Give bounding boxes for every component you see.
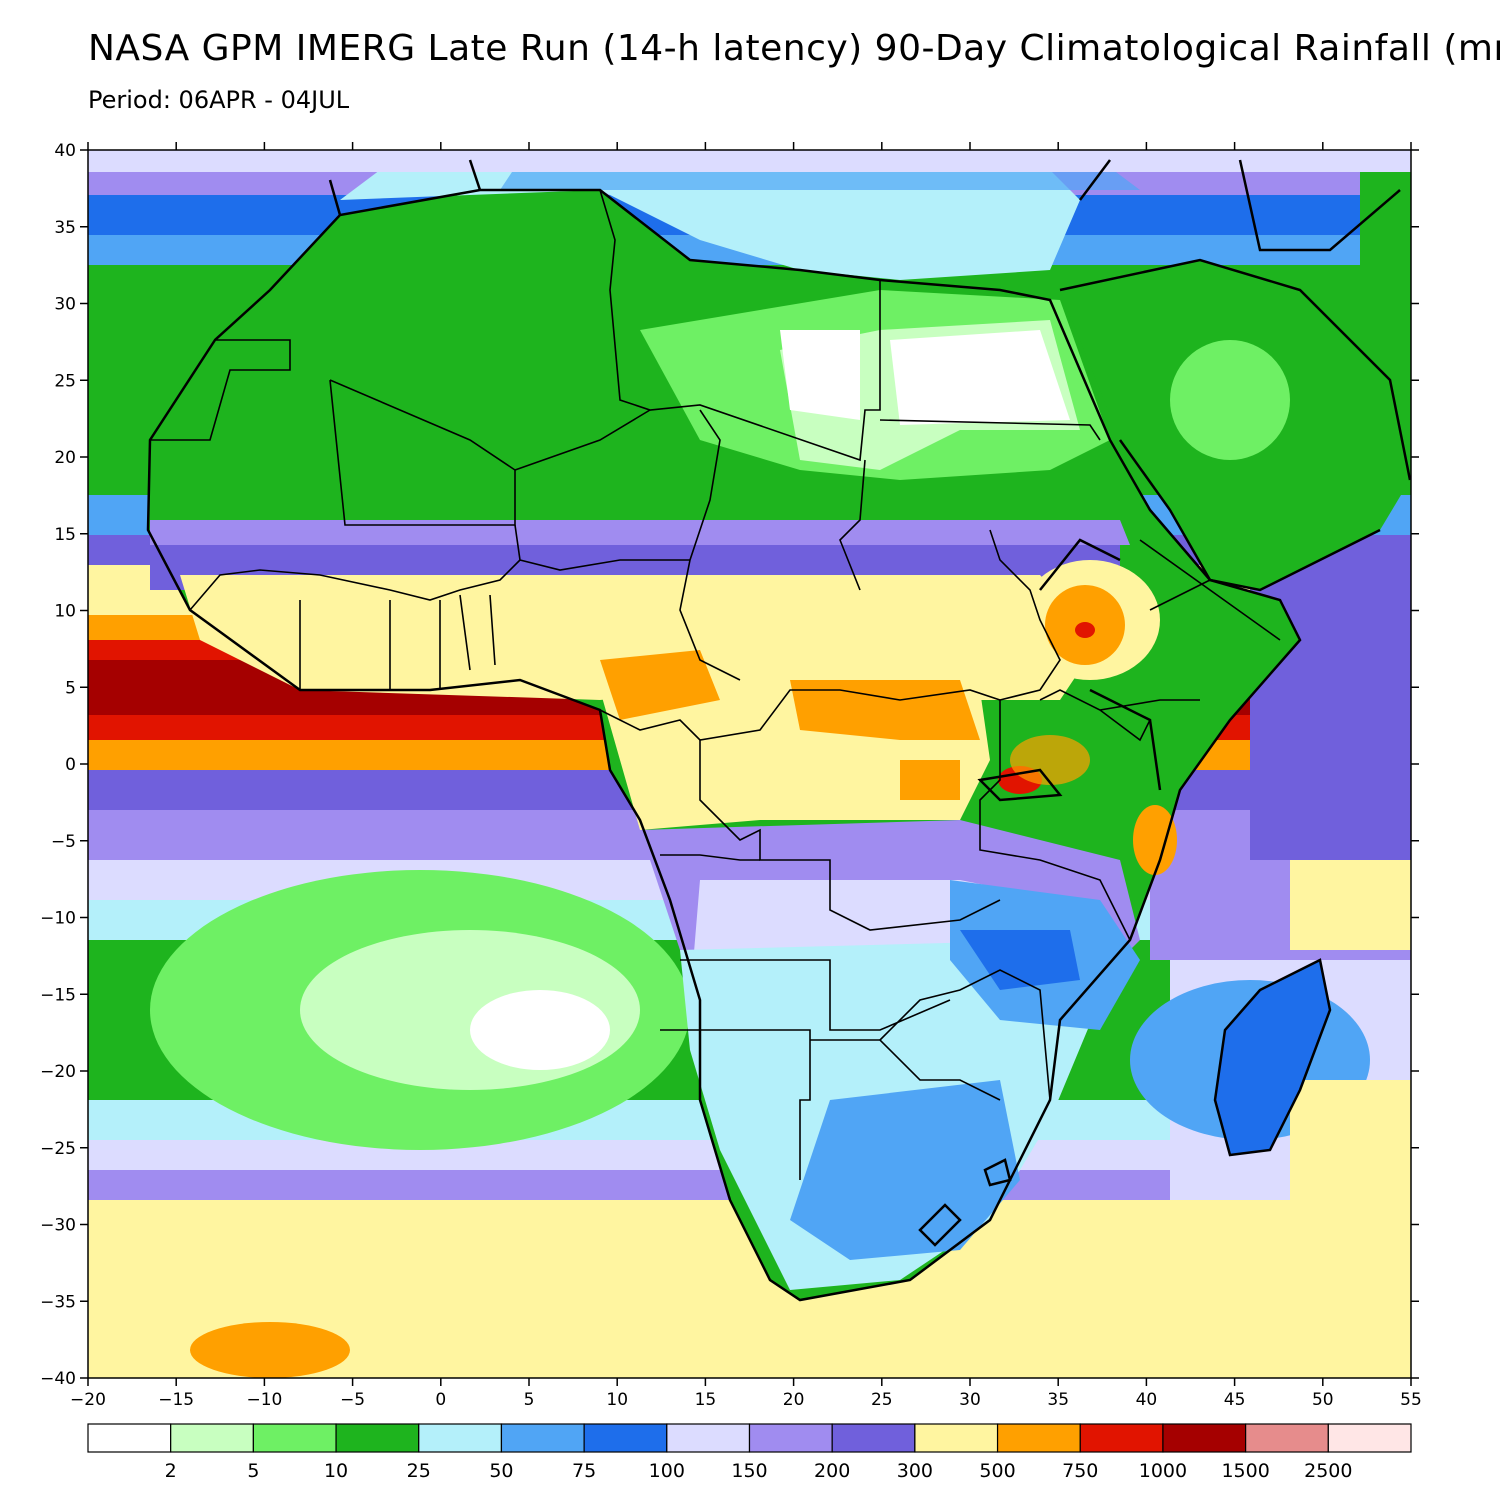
lat-tick-label: −40 — [40, 1369, 76, 1389]
colorbar-swatch — [914, 1423, 999, 1453]
colorbar-label: 2500 — [1304, 1460, 1352, 1482]
lon-tick-label: −10 — [246, 1390, 282, 1410]
colorbar-legend: 2 5 10 25 50 75 100 150 200 300 500 750 1000 1500 2500 — [87, 1423, 1412, 1482]
period-subtitle: Period: 06APR - 04JUL — [88, 86, 350, 114]
colorbar-swatch — [583, 1423, 668, 1453]
lat-tick-label: 30 — [54, 295, 76, 315]
colorbar-swatch — [170, 1423, 254, 1453]
colorbar-label: 100 — [649, 1460, 685, 1482]
lon-tick-label: 15 — [695, 1390, 717, 1410]
colorbar-swatch — [1079, 1423, 1164, 1453]
lon-tick-label: −20 — [70, 1390, 106, 1410]
country-borders — [150, 189, 1281, 1180]
colorbar-label: 5 — [247, 1460, 259, 1482]
map-title: NASA GPM IMERG Late Run (14-h latency) 9… — [88, 28, 1500, 69]
lon-tick-label: 50 — [1312, 1390, 1334, 1410]
colorbar-label: 750 — [1062, 1460, 1098, 1482]
colorbar-swatch — [831, 1423, 916, 1453]
lon-tick-label: 5 — [524, 1390, 535, 1410]
lat-tick-label: −20 — [40, 1062, 76, 1082]
colorbar-label: 75 — [572, 1460, 596, 1482]
colorbar-label: 300 — [897, 1460, 933, 1482]
lat-tick-label: 5 — [65, 678, 76, 698]
lat-tick-label: −35 — [40, 1292, 76, 1312]
lon-tick-label: 10 — [606, 1390, 628, 1410]
colorbar-swatch — [87, 1423, 172, 1453]
lon-tick-label: −5 — [340, 1390, 365, 1410]
colorbar-swatch — [500, 1423, 585, 1453]
lat-tick-label: 10 — [54, 602, 76, 622]
lat-tick-label: 35 — [54, 218, 76, 238]
colorbar-label: 1500 — [1221, 1460, 1269, 1482]
colorbar-swatch — [996, 1423, 1081, 1453]
colorbar-label: 200 — [814, 1460, 850, 1482]
rainfall-field — [88, 150, 1411, 1378]
lat-tick-label: −5 — [51, 832, 76, 852]
longitude-axis: −20 −15 −10 −5 0 5 10 15 20 25 30 35 40 45 50 55 — [70, 142, 1422, 1410]
colorbar-label: 50 — [489, 1460, 513, 1482]
lon-tick-label: 45 — [1224, 1390, 1246, 1410]
lon-tick-label: −15 — [158, 1390, 194, 1410]
lat-tick-label: −15 — [40, 985, 76, 1005]
lon-tick-label: 20 — [783, 1390, 805, 1410]
colorbar-swatch — [418, 1423, 503, 1453]
colorbar-label: 150 — [731, 1460, 767, 1482]
colorbar-swatch — [1162, 1423, 1247, 1453]
lon-tick-label: 0 — [435, 1390, 446, 1410]
colorbar-swatch — [748, 1423, 833, 1453]
lon-tick-label: 40 — [1136, 1390, 1158, 1410]
colorbar-label: 500 — [979, 1460, 1015, 1482]
lat-tick-label: 15 — [54, 525, 76, 545]
lat-tick-label: 40 — [54, 141, 76, 161]
colorbar-label: 1000 — [1139, 1460, 1187, 1482]
lon-tick-label: 25 — [871, 1390, 893, 1410]
lat-tick-label: −25 — [40, 1139, 76, 1159]
colorbar-swatch — [335, 1423, 420, 1453]
latitude-axis: 40 35 30 25 20 15 10 5 0 −5 −10 −15 −20 −25 −30 −35 −40 — [40, 141, 1419, 1389]
lon-tick-label: 35 — [1047, 1390, 1069, 1410]
colorbar-swatch — [252, 1423, 337, 1453]
colorbar-swatch — [1327, 1423, 1412, 1453]
colorbar-label: 25 — [407, 1460, 431, 1482]
colorbar-label: 2 — [165, 1460, 177, 1482]
colorbar-swatch — [666, 1423, 751, 1453]
lat-tick-label: −10 — [40, 909, 76, 929]
lat-tick-label: 0 — [65, 755, 76, 775]
lon-tick-label: 55 — [1400, 1390, 1422, 1410]
lat-tick-label: 25 — [54, 371, 76, 391]
lat-tick-label: −30 — [40, 1216, 76, 1236]
lat-tick-label: 20 — [54, 448, 76, 468]
lon-tick-label: 30 — [959, 1390, 981, 1410]
colorbar-label: 10 — [324, 1460, 348, 1482]
colorbar-swatch — [1245, 1423, 1329, 1453]
